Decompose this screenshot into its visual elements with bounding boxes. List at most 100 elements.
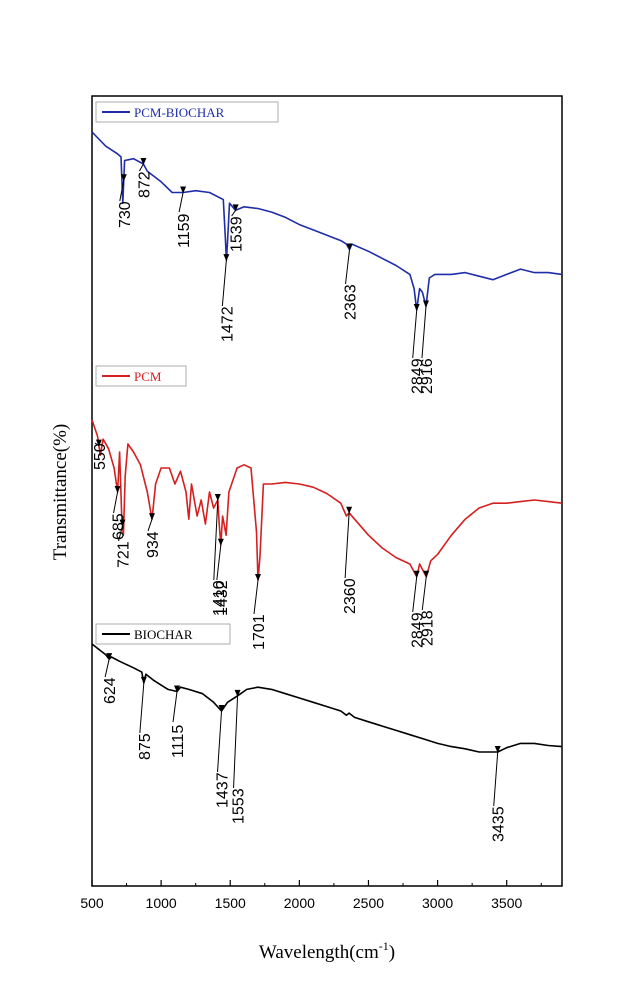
- legend-pcm-biochar: PCM-BIOCHAR: [95, 101, 279, 123]
- peak-label: 624: [102, 677, 119, 704]
- peak-arrowhead: [180, 186, 187, 194]
- peak-pointer: [178, 192, 184, 213]
- peak-arrowhead: [255, 574, 262, 581]
- peak-pointer: [119, 180, 125, 202]
- peak-arrowhead: [120, 174, 127, 182]
- peak-pointer: [147, 519, 153, 532]
- peak-pointer: [253, 579, 259, 615]
- peak-pcm-2918: 2918: [419, 570, 436, 646]
- peak-pointer: [493, 751, 499, 807]
- peak-pcm-biochar-1472: 1472: [219, 254, 236, 342]
- peak-arrowhead: [174, 685, 181, 693]
- peak-pointer: [104, 659, 110, 678]
- peak-biochar-1553: 1553: [231, 689, 248, 824]
- peak-arrowhead: [95, 439, 102, 447]
- peak-pointer: [172, 691, 178, 723]
- peak-arrowhead: [234, 689, 241, 697]
- peak-pcm-550: 550: [92, 439, 109, 470]
- peak-pcm-934: 934: [145, 513, 162, 558]
- peak-pointer: [217, 710, 223, 773]
- x-tick-label-1000: 1000: [146, 895, 177, 911]
- x-axis-title-main: Wavelength(cm: [259, 942, 379, 963]
- x-axis: 500 1000 1500 2000 2500 3000 3500: [80, 880, 542, 911]
- x-axis-title-close: ): [389, 942, 395, 963]
- legend-layer: PCM-BIOCHAR PCM BIOCHAR: [95, 101, 279, 645]
- peak-arrowhead: [346, 506, 353, 514]
- peak-arrowhead: [223, 254, 230, 262]
- peak-label: 2918: [419, 610, 436, 646]
- peak-pcm-1432: 1432: [214, 538, 231, 616]
- peak-pcm-2849: 2849: [410, 570, 427, 648]
- series-line-pcm: [91, 419, 563, 581]
- peak-arrowhead: [346, 243, 353, 251]
- peak-label: 685: [111, 513, 128, 540]
- peak-pointer: [412, 309, 418, 359]
- x-tick-label-1500: 1500: [215, 895, 246, 911]
- peak-arrowhead: [217, 538, 224, 546]
- peak-arrowhead: [423, 570, 430, 578]
- x-tick-label-2500: 2500: [353, 895, 384, 911]
- peak-pointer: [213, 499, 219, 581]
- legend-box: [95, 101, 279, 123]
- peak-pointer: [118, 525, 124, 542]
- legend-box: [95, 623, 231, 645]
- x-tick-label-3500: 3500: [491, 895, 522, 911]
- peak-label: 2360: [342, 578, 359, 614]
- peak-pointer: [113, 491, 119, 514]
- peak-arrowhead: [148, 513, 155, 521]
- peak-label: 1472: [219, 306, 236, 342]
- peak-pcm-biochar-2849: 2849: [410, 304, 427, 394]
- x-tick-label-2000: 2000: [284, 895, 315, 911]
- peak-pcm-biochar-872: 872: [136, 158, 153, 198]
- peak-label: 872: [136, 171, 153, 198]
- peak-arrowhead: [232, 204, 239, 212]
- peak-label: 1701: [251, 614, 268, 650]
- peak-label: 2849: [410, 612, 427, 648]
- series-layer: [91, 131, 563, 753]
- series-line-biochar: [91, 643, 563, 753]
- series-line-pcm-biochar: [91, 131, 563, 311]
- peak-biochar-3435: 3435: [491, 746, 508, 842]
- peak-pointer: [216, 544, 222, 581]
- legend-box: [95, 365, 187, 387]
- peak-pointer: [139, 682, 145, 734]
- peak-label: 3435: [491, 806, 508, 842]
- peak-arrowhead: [106, 653, 113, 661]
- peak-arrowhead: [494, 746, 501, 753]
- peak-pcm-721: 721: [116, 519, 133, 568]
- peak-pcm-biochar-1539: 1539: [229, 204, 246, 252]
- peak-biochar-1437: 1437: [215, 704, 232, 808]
- peak-label: 2363: [343, 284, 360, 320]
- peak-arrowhead: [218, 704, 225, 712]
- legend-biochar: BIOCHAR: [95, 623, 231, 645]
- peak-pointer: [233, 695, 239, 789]
- peak-arrowhead: [119, 519, 126, 527]
- peak-pointer: [421, 576, 427, 611]
- peak-label: 1159: [176, 213, 193, 248]
- peak-pointer: [345, 249, 351, 285]
- peak-pointer: [421, 306, 427, 359]
- peak-pointer: [221, 260, 227, 307]
- x-tick-label-3000: 3000: [422, 895, 453, 911]
- peak-label: 1410: [211, 580, 228, 616]
- peak-label: 1539: [229, 216, 246, 252]
- legend-label: PCM-BIOCHAR: [134, 105, 225, 120]
- peak-label: 730: [117, 201, 134, 228]
- peak-biochar-1115: 1115: [170, 685, 187, 758]
- peak-pcm-2360: 2360: [342, 506, 359, 614]
- x-axis-title-sup: -1: [379, 939, 389, 953]
- peak-arrowhead: [422, 300, 429, 308]
- peak-pointer: [138, 163, 144, 172]
- plot-frame: [91, 95, 563, 887]
- peak-arrowhead: [413, 304, 420, 311]
- peak-pointer: [412, 576, 418, 613]
- peak-pcm-biochar-2916: 2916: [419, 300, 436, 394]
- peak-pcm-1410: 1410: [211, 494, 228, 616]
- peak-pcm-biochar-730: 730: [117, 174, 134, 228]
- x-axis-title: Wavelength(cm-1): [259, 939, 395, 963]
- peak-arrowhead: [413, 570, 420, 578]
- peak-biochar-624: 624: [102, 653, 119, 704]
- peak-biochar-875: 875: [137, 676, 154, 760]
- peak-label: 1437: [215, 772, 232, 808]
